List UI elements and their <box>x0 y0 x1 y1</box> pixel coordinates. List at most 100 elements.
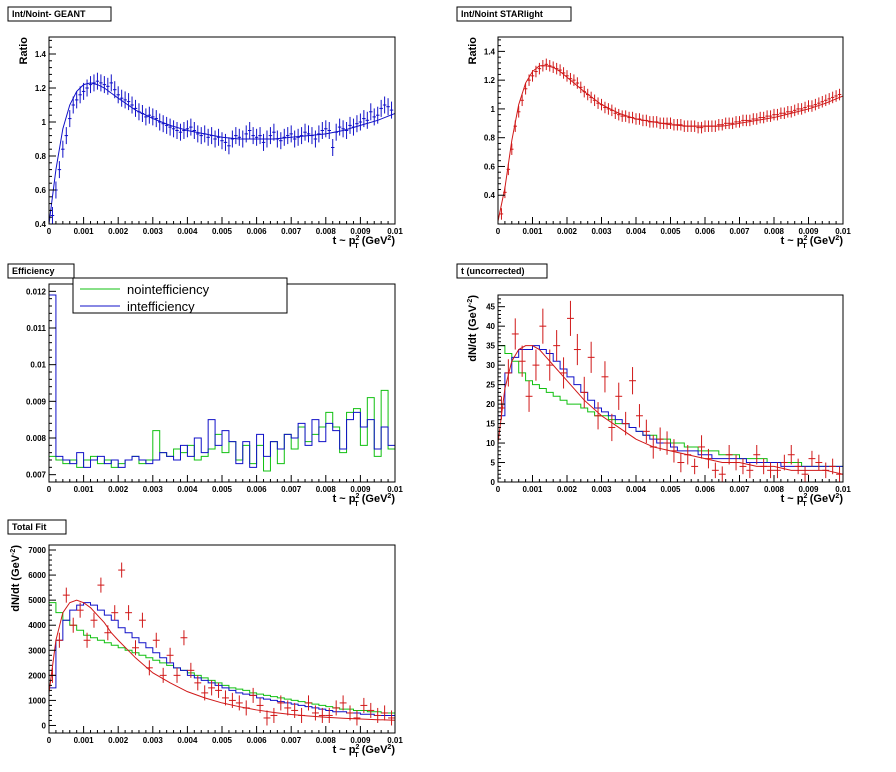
data-point <box>827 93 831 105</box>
data-point <box>774 462 781 479</box>
data-point <box>622 411 630 436</box>
data-point <box>803 101 807 114</box>
data-point <box>386 98 390 116</box>
data-point <box>698 435 705 459</box>
data-point <box>718 466 726 482</box>
data-point <box>185 120 190 138</box>
x-tick-label: 0.004 <box>177 227 198 236</box>
y-tick-label: 2000 <box>28 671 46 680</box>
data-point <box>739 458 747 475</box>
x-axis: 0 0.001 0.002 0.003 0.004 0.005 0.006 0.007 0.00… <box>47 726 403 745</box>
data-point <box>656 427 664 451</box>
data-point <box>617 108 621 121</box>
y-tick-label: 0.8 <box>35 152 47 161</box>
data-point <box>213 130 217 148</box>
data-point <box>61 140 65 158</box>
data-point <box>303 123 307 141</box>
data-point <box>360 697 368 713</box>
x-axis: 0 0.001 0.002 0.003 0.004 0.005 0.006 0.007 0.00… <box>496 475 851 494</box>
data-point <box>711 462 719 479</box>
data-point <box>720 118 724 131</box>
histogram-blue <box>49 602 395 716</box>
data-point <box>737 116 742 128</box>
data-point <box>237 128 242 146</box>
data-point <box>620 110 624 122</box>
series-group <box>49 562 395 726</box>
x-tick-label: 0.009 <box>798 227 819 236</box>
data-point <box>787 444 795 465</box>
data-point <box>572 74 576 86</box>
plot-panel-p2: Int/Noint STARlight 0 0.001 0.002 0.003 0.004… <box>456 6 851 250</box>
data-point <box>379 99 383 117</box>
data-point <box>206 128 210 146</box>
y-tick-label: 3000 <box>28 646 46 655</box>
y-axis-label: Ratio <box>467 37 479 65</box>
data-point <box>109 74 114 92</box>
data-point <box>753 444 761 465</box>
y-axis: 0.007 0.008 0.009 0.01 0.011 0.012 <box>26 283 56 480</box>
data-point <box>837 88 842 101</box>
data-point <box>95 72 100 90</box>
data-point <box>355 115 359 133</box>
data-point <box>532 349 540 381</box>
y-tick-label: 0.01 <box>30 361 46 370</box>
data-point <box>677 452 685 473</box>
data-point <box>594 402 602 430</box>
data-point <box>580 376 588 408</box>
data-point <box>74 91 79 109</box>
data-point <box>794 458 802 475</box>
x-tick-label: 0.005 <box>660 227 681 236</box>
x-tick-label: 0.003 <box>591 485 612 494</box>
y-axis-label: Ratio <box>18 37 30 65</box>
x-tick-label: 0.007 <box>729 227 750 236</box>
y-tick-label: 5 <box>491 459 496 468</box>
data-point <box>71 96 75 114</box>
y-tick-label: 15 <box>486 420 495 429</box>
x-tick-label: 0.009 <box>350 736 371 745</box>
data-point <box>723 117 728 130</box>
data-point <box>741 114 745 127</box>
data-point <box>254 128 259 146</box>
plot-panel-p4: t (uncorrected) 0 0.001 0.002 0.003 0.004 0.00… <box>456 263 851 508</box>
data-point <box>318 707 326 723</box>
data-point <box>615 382 623 410</box>
y-tick-label: 6000 <box>28 571 46 580</box>
data-point <box>587 341 595 373</box>
data-point <box>220 132 224 150</box>
data-point <box>801 466 809 482</box>
y-tick-label: 1.4 <box>484 47 496 56</box>
data-point <box>175 122 179 139</box>
x-tick-label: 0.002 <box>108 485 129 494</box>
data-point <box>813 98 818 111</box>
data-point <box>520 94 524 107</box>
data-point <box>194 675 202 691</box>
series-group <box>49 294 395 472</box>
x-tick-label: 0.006 <box>695 227 716 236</box>
x-tick-label: 0.008 <box>764 227 785 236</box>
x-tick-label: 0.009 <box>350 485 371 494</box>
data-point <box>815 454 823 471</box>
data-point <box>161 115 165 133</box>
fit-curve-red <box>498 65 843 222</box>
x-tick-label: 0.007 <box>281 227 302 236</box>
data-point <box>758 111 762 124</box>
data-point <box>317 125 321 143</box>
data-point <box>810 100 814 112</box>
data-point <box>92 74 96 92</box>
data-point <box>772 108 776 121</box>
data-point <box>270 707 278 723</box>
data-point <box>765 110 769 122</box>
data-point <box>642 419 650 444</box>
data-point <box>291 702 299 718</box>
plot-panel-p1: Int/Noint- GEANT 0 0.001 0.002 0.003 0.004 0.0… <box>7 6 403 250</box>
data-point <box>230 130 235 148</box>
data-point <box>575 77 580 89</box>
y-axis: 0 1000 2000 3000 4000 5000 6000 7000 <box>28 544 56 730</box>
y-tick-label: 0.6 <box>35 186 47 195</box>
x-tick-label: 0.004 <box>177 736 198 745</box>
data-point <box>88 76 93 94</box>
legend-label: intefficiency <box>127 299 195 314</box>
data-point <box>337 118 342 136</box>
data-point <box>286 127 290 145</box>
x-tick-label: 0 <box>47 485 52 494</box>
